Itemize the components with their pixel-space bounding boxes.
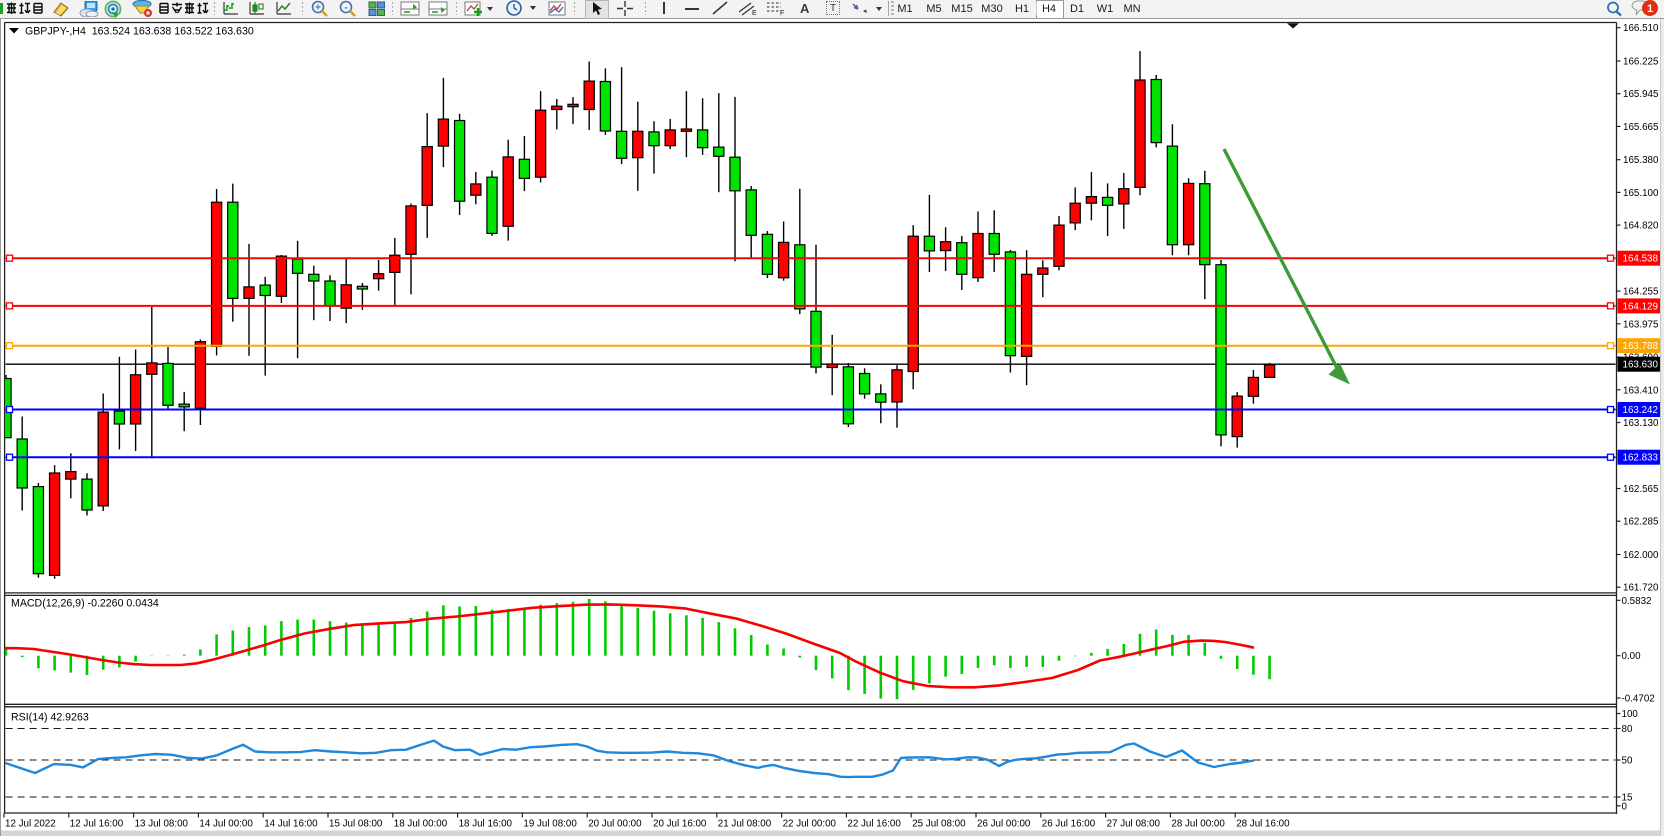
svg-text:20 Jul 00:00: 20 Jul 00:00 [588, 819, 642, 830]
svg-text:0.5832: 0.5832 [1622, 596, 1652, 607]
svg-text:164.538: 164.538 [1623, 254, 1659, 265]
svg-text:F: F [780, 10, 784, 16]
svg-text:18 Jul 00:00: 18 Jul 00:00 [394, 819, 448, 830]
svg-text:RSI(14) 42.9263: RSI(14) 42.9263 [11, 711, 89, 723]
svg-text:50: 50 [1622, 756, 1633, 767]
svg-text:163.130: 163.130 [1623, 418, 1659, 429]
svg-text:0: 0 [1622, 801, 1628, 812]
svg-text:162.565: 162.565 [1623, 484, 1659, 495]
svg-text:162.000: 162.000 [1623, 550, 1659, 561]
svg-text:12 Jul 16:00: 12 Jul 16:00 [70, 819, 124, 830]
svg-text:26 Jul 00:00: 26 Jul 00:00 [977, 819, 1031, 830]
svg-text:164.129: 164.129 [1623, 301, 1658, 312]
svg-text:19 Jul 08:00: 19 Jul 08:00 [523, 819, 577, 830]
svg-text:18 Jul 16:00: 18 Jul 16:00 [459, 819, 513, 830]
svg-text:28 Jul 16:00: 28 Jul 16:00 [1236, 819, 1290, 830]
svg-text:15: 15 [1622, 793, 1633, 804]
svg-text:163.242: 163.242 [1623, 405, 1658, 416]
svg-text:163.630: 163.630 [1623, 360, 1659, 371]
svg-text:166.510: 166.510 [1623, 23, 1659, 34]
svg-text:25 Jul 08:00: 25 Jul 08:00 [912, 819, 966, 830]
svg-text:163.975: 163.975 [1623, 319, 1659, 330]
svg-text:-0.4702: -0.4702 [1622, 694, 1655, 705]
svg-text:E: E [752, 10, 757, 16]
svg-text:165.945: 165.945 [1623, 89, 1659, 100]
svg-text:165.665: 165.665 [1623, 122, 1659, 133]
svg-text:0.00: 0.00 [1622, 651, 1642, 662]
svg-text:22 Jul 00:00: 22 Jul 00:00 [783, 819, 837, 830]
svg-text:14 Jul 16:00: 14 Jul 16:00 [264, 819, 318, 830]
svg-text:12 Jul 2022: 12 Jul 2022 [5, 819, 56, 830]
svg-text:165.380: 165.380 [1623, 155, 1659, 166]
svg-text:1: 1 [1647, 3, 1653, 15]
svg-text:27 Jul 08:00: 27 Jul 08:00 [1107, 819, 1161, 830]
svg-text:15 Jul 08:00: 15 Jul 08:00 [329, 819, 383, 830]
svg-text:MACD(12,26,9) -0.2260 0.0434: MACD(12,26,9) -0.2260 0.0434 [11, 597, 159, 609]
svg-text:163.788: 163.788 [1623, 341, 1659, 352]
svg-text:164.255: 164.255 [1623, 287, 1659, 298]
svg-text:166.225: 166.225 [1623, 57, 1659, 68]
svg-text:28 Jul 00:00: 28 Jul 00:00 [1171, 819, 1225, 830]
svg-text:26 Jul 16:00: 26 Jul 16:00 [1042, 819, 1096, 830]
svg-text:165.100: 165.100 [1623, 188, 1659, 199]
svg-text:13 Jul 08:00: 13 Jul 08:00 [135, 819, 189, 830]
svg-text:80: 80 [1622, 724, 1633, 735]
svg-text:161.720: 161.720 [1623, 583, 1659, 594]
svg-text:100: 100 [1622, 709, 1639, 720]
svg-text:21 Jul 08:00: 21 Jul 08:00 [718, 819, 772, 830]
svg-text:163.410: 163.410 [1623, 385, 1659, 396]
svg-text:14 Jul 00:00: 14 Jul 00:00 [199, 819, 253, 830]
svg-text:162.833: 162.833 [1623, 453, 1659, 464]
svg-text:162.285: 162.285 [1623, 517, 1659, 528]
svg-text:+: + [315, 3, 321, 14]
svg-text:22 Jul 16:00: 22 Jul 16:00 [847, 819, 901, 830]
svg-text:-: - [344, 3, 347, 14]
svg-text:GBPJPY-,H4 163.524 163.638 16: GBPJPY-,H4 163.524 163.638 163.522 163.6… [25, 25, 254, 37]
svg-text:164.820: 164.820 [1623, 221, 1659, 232]
svg-text:20 Jul 16:00: 20 Jul 16:00 [653, 819, 707, 830]
